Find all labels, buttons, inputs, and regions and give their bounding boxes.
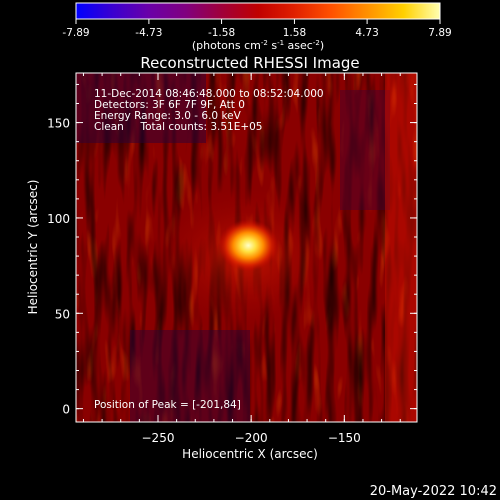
- colorbar-tick-label: -1.58: [208, 27, 235, 39]
- annotation-energy: Energy Range: 3.0 - 6.0 keV: [94, 110, 242, 122]
- chart-title: Reconstructed RHESSI Image: [140, 54, 359, 72]
- y-tick-label: 150: [47, 117, 70, 131]
- heatmap-bright-edge: [385, 73, 417, 422]
- x-tick-label: −200: [235, 431, 268, 445]
- annotation-counts: Clean Total counts: 3.51E+05: [94, 121, 263, 133]
- colorbar-tick-label: -4.73: [135, 27, 162, 39]
- heatmap-image: [76, 73, 417, 422]
- x-tick-label: −250: [142, 431, 175, 445]
- source-peak: [218, 219, 279, 272]
- colorbar-tick-label: -7.89: [62, 27, 89, 39]
- y-axis-label: Heliocentric Y (arcsec): [26, 180, 40, 315]
- colorbar-tick-label: 7.89: [428, 27, 451, 39]
- colorbar-tick-label: 1.58: [283, 27, 306, 39]
- colorbar: [75, 2, 441, 20]
- heatmap-dark-region-2: [130, 330, 250, 422]
- heatmap-dark-region-1: [76, 73, 206, 143]
- x-tick-label: −150: [328, 431, 361, 445]
- annotations: 11-Dec-2014 08:46:48.000 to 08:52:04.000…: [94, 88, 324, 411]
- heatmap-dark-region-3: [340, 90, 390, 210]
- peak-position-label: Position of Peak = [-201,84]: [94, 399, 241, 411]
- colorbar-ticks: -7.89 -4.73 -1.58 1.58 4.73 7.89: [62, 19, 452, 39]
- colorbar-tick-label: 4.73: [355, 27, 378, 39]
- x-axis-label: Heliocentric X (arcsec): [182, 447, 318, 461]
- y-tick-label: 100: [47, 212, 70, 226]
- colorbar-units: (photons cm-2 s-1 asec-2): [192, 39, 324, 52]
- footer-timestamp: 20-May-2022 10:42: [370, 484, 497, 499]
- y-axis-ticks: 0 50 100 150: [47, 83, 417, 417]
- y-tick-label: 0: [62, 403, 70, 417]
- x-axis-ticks: −250 −200 −150: [82, 73, 401, 445]
- annotation-detectors: Detectors: 3F 6F 7F 9F, Att 0: [94, 99, 245, 111]
- annotation-time: 11-Dec-2014 08:46:48.000 to 08:52:04.000: [94, 88, 324, 100]
- plot-frame: [75, 72, 418, 423]
- y-tick-label: 50: [55, 307, 70, 321]
